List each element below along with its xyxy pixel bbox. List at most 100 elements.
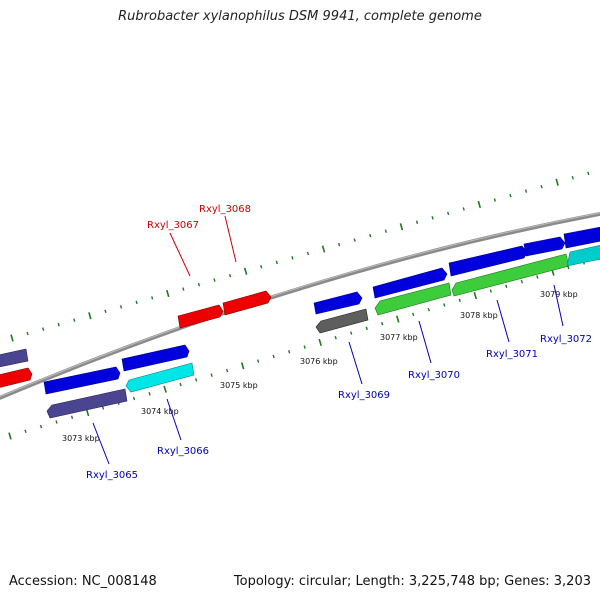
gene-labels: Rxyl_3065 Rxyl_3066 Rxyl_3067 Rxyl_3068 … [86, 204, 592, 481]
gene-arrow[interactable] [43, 366, 121, 395]
gene-arrow-rxyl-3066[interactable] [125, 362, 195, 393]
gene-label-rxyl-3072[interactable]: Rxyl_3072 [540, 334, 592, 345]
inner-scale-ticks [8, 256, 600, 440]
gene-features [0, 226, 600, 419]
gene-label-rxyl-3069[interactable]: Rxyl_3069 [338, 390, 390, 401]
kbp-label: 3075 kbp [220, 381, 258, 390]
kbp-labels: 3073 kbp 3074 kbp 3075 kbp 3076 kbp 3077… [62, 290, 578, 443]
gene-arrow-rxyl-3067[interactable] [177, 304, 224, 329]
gene-label-rxyl-3071[interactable]: Rxyl_3071 [486, 349, 538, 360]
kbp-label: 3073 kbp [62, 434, 100, 443]
leader-rxyl-3068 [224, 215, 237, 263]
gene-arrow-rxyl-3071[interactable] [451, 253, 570, 297]
scale-tick [321, 245, 326, 253]
accession-label: Accession: NC_008148 [9, 574, 157, 589]
scale-tick [104, 309, 107, 314]
scale-tick [334, 336, 337, 340]
gene-arrow-rxyl-3072[interactable] [566, 244, 600, 267]
scale-tick [257, 359, 260, 363]
leader-rxyl-3065 [92, 422, 110, 465]
gene-arrow[interactable] [372, 267, 448, 299]
scale-tick [55, 420, 58, 424]
scale-tick [489, 289, 492, 293]
leader-rxyl-3071 [496, 299, 510, 343]
scale-tick [365, 326, 368, 331]
scale-tick [73, 318, 76, 322]
scale-tick [148, 392, 151, 396]
scale-tick [337, 242, 341, 247]
gene-arrow[interactable] [0, 367, 33, 389]
scale-tick [166, 289, 170, 298]
scale-tick [443, 303, 446, 307]
scale-tick [555, 178, 559, 186]
scale-tick [240, 362, 245, 370]
scale-tick [101, 406, 105, 410]
gene-arrow-rxyl-3069[interactable] [315, 308, 369, 334]
scale-tick [197, 282, 201, 287]
scale-tick [288, 350, 291, 354]
scale-tick [291, 256, 294, 260]
scale-tick [306, 251, 310, 256]
scale-tick [384, 229, 387, 233]
scale-tick [275, 260, 278, 265]
scale-tick [399, 223, 404, 231]
gene-label-rxyl-3068[interactable]: Rxyl_3068 [199, 204, 251, 215]
gene-label-rxyl-3067[interactable]: Rxyl_3067 [147, 220, 199, 231]
gene-arrow[interactable] [121, 344, 190, 372]
scale-tick [462, 207, 465, 211]
scale-tick [182, 287, 185, 291]
scale-tick [210, 373, 213, 377]
gene-arrow-rxyl-3068[interactable] [222, 290, 272, 316]
scale-tick [303, 345, 306, 349]
gene-arrow[interactable] [563, 226, 600, 249]
scale-tick [473, 292, 478, 300]
scale-tick [509, 193, 512, 198]
map-title: Rubrobacter xylanophilus DSM 9941, compl… [118, 9, 482, 24]
scale-tick [493, 198, 496, 202]
kbp-label: 3079 kbp [540, 290, 578, 299]
scale-tick [447, 211, 450, 216]
scale-tick [70, 415, 74, 420]
scale-tick [24, 429, 27, 434]
scale-tick [369, 233, 372, 238]
gene-label-rxyl-3066[interactable]: Rxyl_3066 [157, 446, 209, 457]
scale-tick [540, 184, 543, 189]
scale-tick [524, 189, 528, 193]
scale-tick [458, 298, 461, 303]
scale-tick [42, 327, 45, 331]
gene-arrow[interactable] [313, 291, 363, 315]
scale-tick [412, 312, 415, 317]
genome-backbone-highlight [0, 212, 600, 398]
leader-rxyl-3072 [553, 284, 564, 327]
gene-arrow-rxyl-3065[interactable] [46, 388, 128, 419]
scale-tick [132, 396, 136, 401]
scale-tick [350, 331, 353, 335]
scale-tick [477, 200, 482, 209]
kbp-label: 3077 kbp [380, 333, 418, 342]
scale-tick [57, 322, 60, 327]
scale-tick [427, 307, 430, 312]
gene-arrow[interactable] [448, 245, 528, 277]
gene-arrow-rxyl-3070[interactable] [374, 282, 452, 316]
leader-rxyl-3067 [169, 232, 191, 277]
scale-tick [520, 279, 523, 284]
scale-tick [505, 284, 508, 289]
gene-arrow[interactable] [0, 348, 29, 368]
scale-tick [318, 338, 322, 346]
gene-label-rxyl-3065[interactable]: Rxyl_3065 [86, 470, 138, 481]
scale-tick [179, 382, 182, 387]
scale-tick [395, 315, 400, 323]
scale-tick [228, 273, 232, 278]
scale-tick [8, 432, 12, 440]
scale-tick [163, 385, 167, 393]
scale-tick [88, 312, 92, 320]
kbp-label: 3076 kbp [300, 357, 338, 366]
scale-tick [26, 331, 29, 336]
scale-tick [587, 171, 590, 176]
scale-tick [272, 354, 275, 359]
gene-arrow[interactable] [523, 236, 566, 257]
gene-label-rxyl-3070[interactable]: Rxyl_3070 [408, 370, 460, 381]
scale-tick [135, 300, 138, 305]
scale-tick [260, 265, 263, 269]
